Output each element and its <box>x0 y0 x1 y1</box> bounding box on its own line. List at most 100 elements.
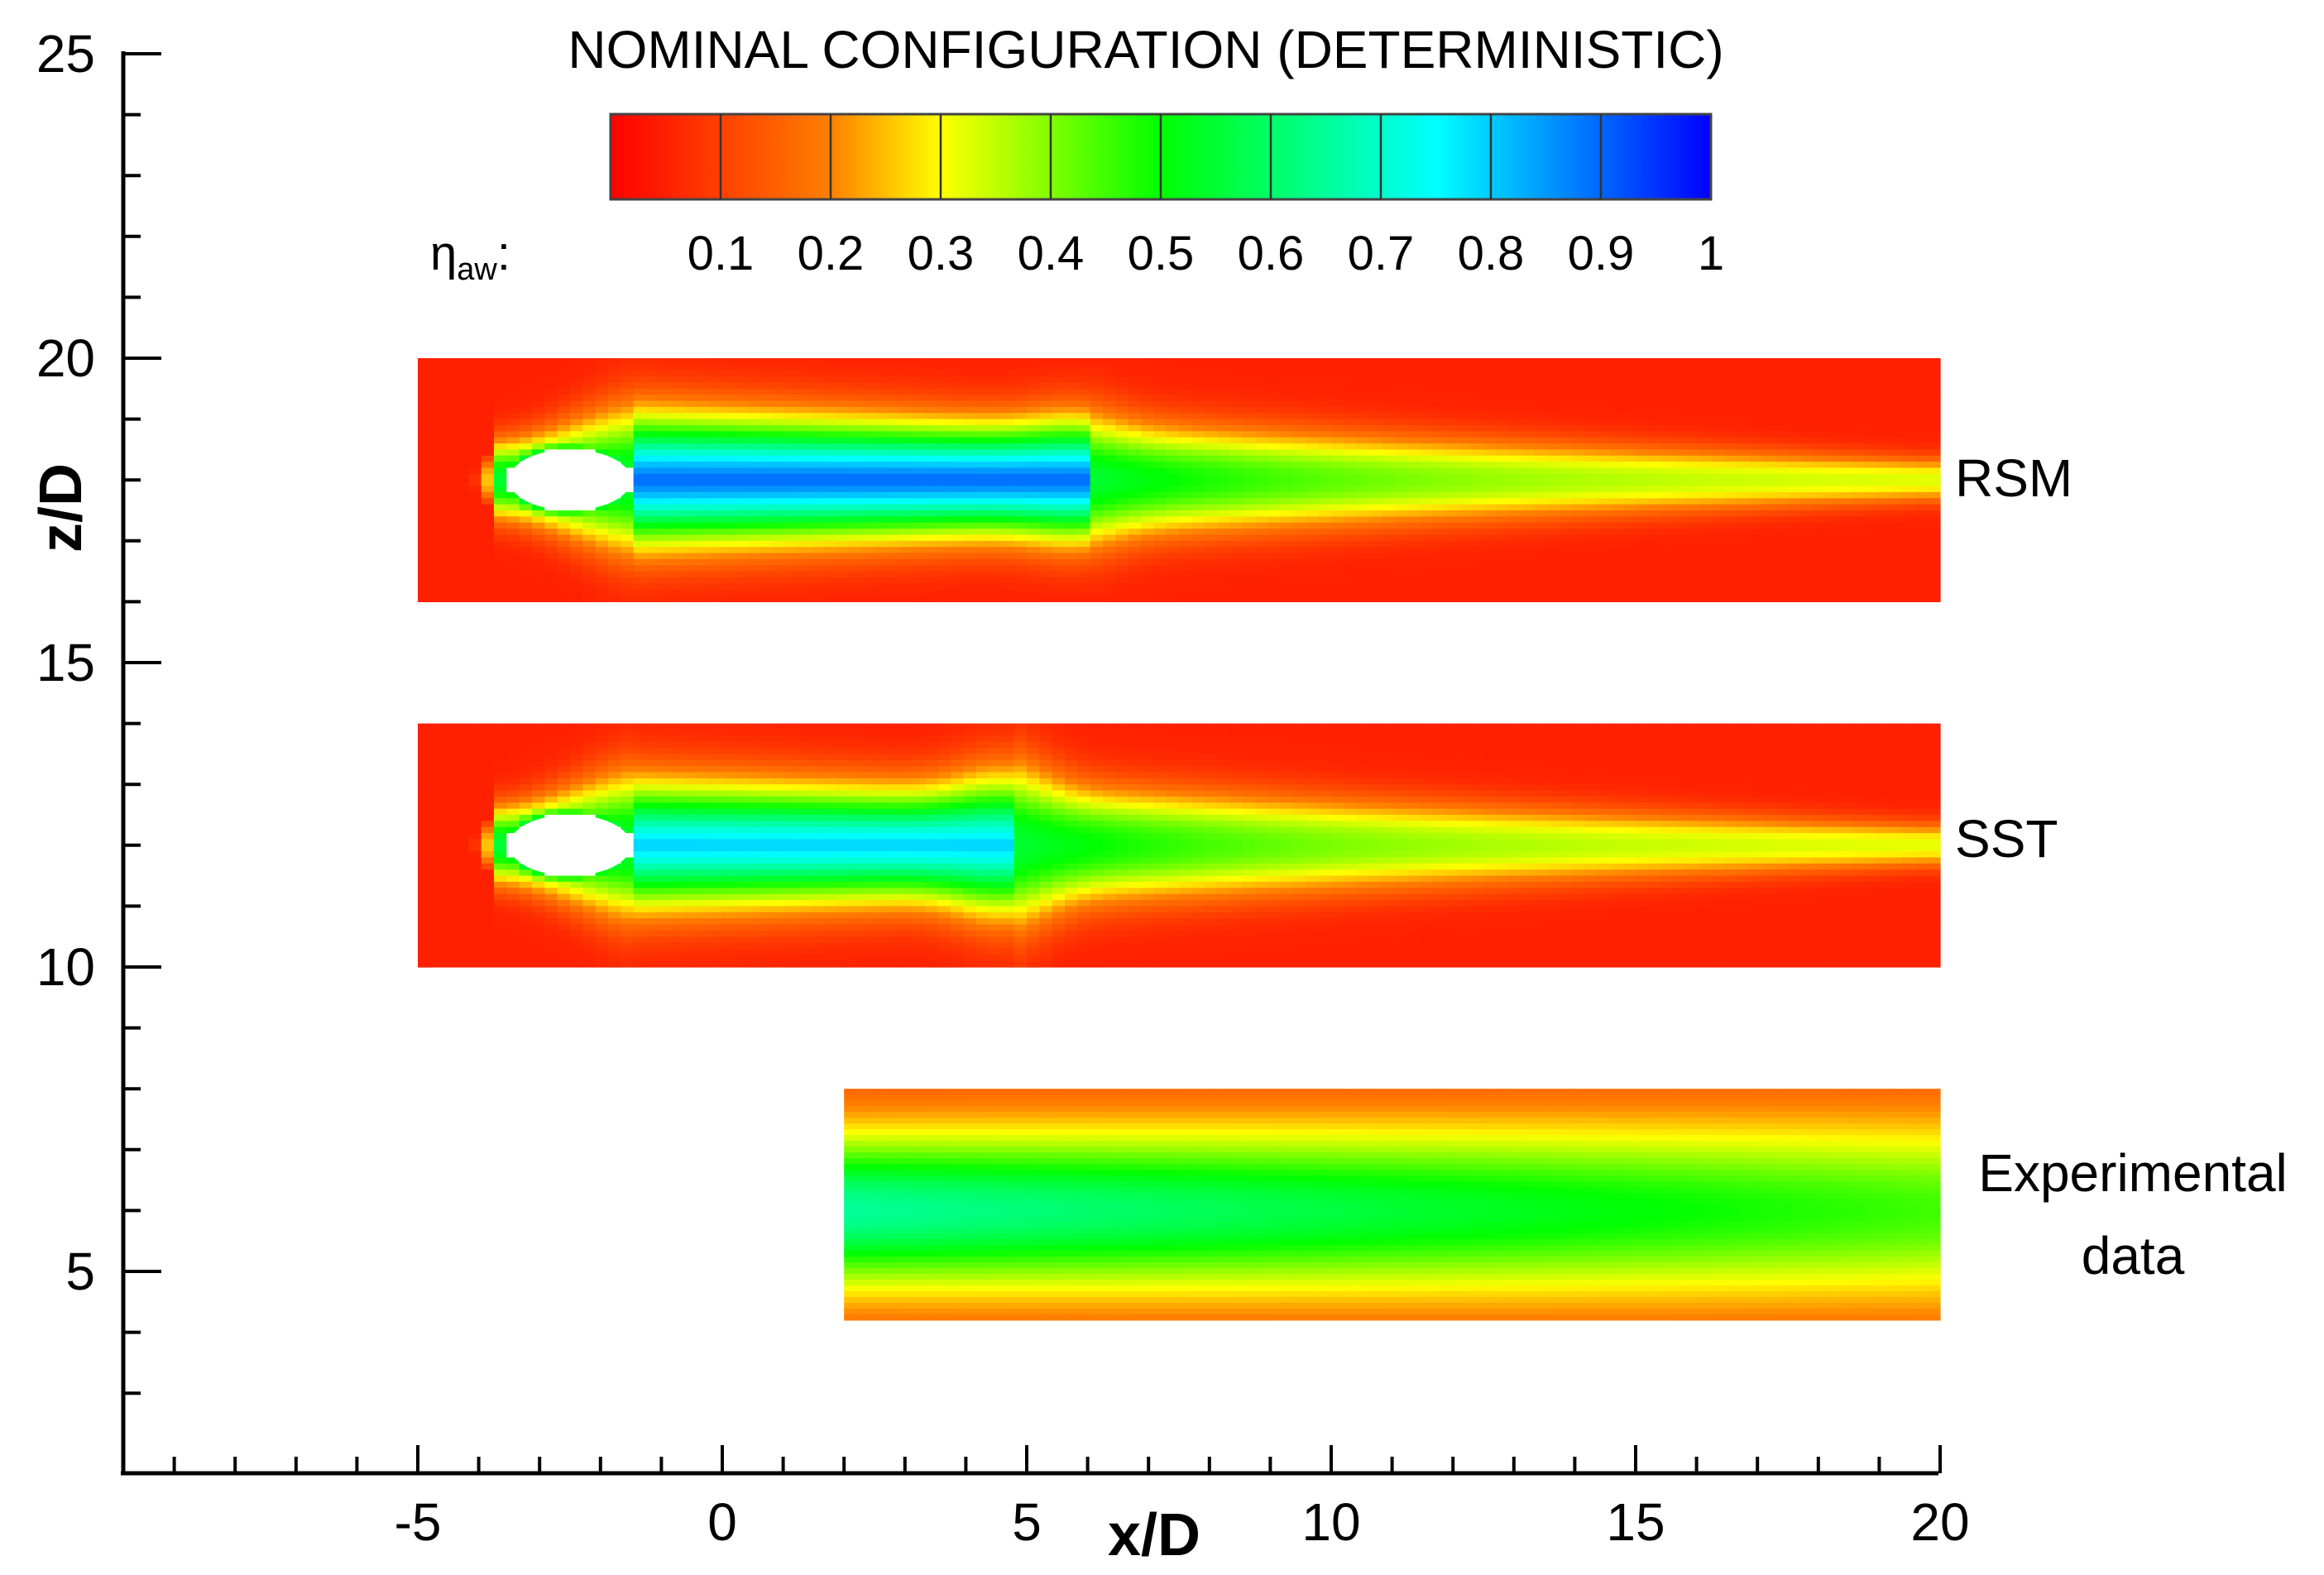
contour-cell <box>1318 400 1332 408</box>
contour-cell <box>1394 486 1408 493</box>
contour-cell <box>722 382 736 390</box>
contour-cell <box>925 467 939 475</box>
contour-cell <box>1610 596 1624 602</box>
contour-cell <box>1483 413 1497 420</box>
contour-cell <box>1813 400 1827 408</box>
contour-cell <box>608 516 621 524</box>
contour-cell <box>1622 449 1636 457</box>
contour-cell <box>1204 388 1218 395</box>
contour-cell <box>481 462 495 469</box>
contour-cell <box>861 583 875 591</box>
contour-cell <box>1838 558 1852 566</box>
contour-cell <box>1306 424 1320 432</box>
contour-cell <box>1293 534 1306 542</box>
contour-cell <box>1750 395 1763 402</box>
contour-cell <box>823 406 837 414</box>
contour-cell <box>697 455 711 462</box>
contour-cell <box>1458 388 1472 395</box>
contour-cell <box>1775 413 1789 420</box>
contour-cell <box>1660 540 1675 548</box>
contour-cell <box>1813 364 1827 371</box>
contour-cell <box>1927 406 1941 414</box>
contour-cell <box>557 596 571 602</box>
contour-cell <box>1775 596 1789 602</box>
contour-cell <box>468 759 482 767</box>
contour-cell <box>1813 449 1827 457</box>
contour-cell <box>836 529 850 536</box>
contour-cell <box>1128 534 1142 542</box>
contour-cell <box>468 437 482 444</box>
contour-cell <box>1318 522 1332 529</box>
contour-cell <box>1724 547 1738 554</box>
contour-cell <box>1179 522 1192 529</box>
contour-cell <box>1153 491 1167 499</box>
contour-cell <box>1699 522 1713 529</box>
contour-cell <box>798 553 812 560</box>
contour-cell <box>1851 491 1865 499</box>
contour-cell <box>1572 504 1586 511</box>
contour-cell <box>1610 491 1624 499</box>
contour-cell <box>1267 589 1282 596</box>
contour-cell <box>1851 553 1865 560</box>
contour-cell <box>887 431 901 438</box>
contour-cell <box>1483 419 1497 426</box>
contour-cell <box>1521 473 1535 481</box>
contour-cell <box>1242 395 1256 402</box>
contour-cell <box>430 467 444 475</box>
contour-cell <box>1889 431 1903 438</box>
contour-cell <box>709 431 723 438</box>
contour-cell <box>1914 443 1929 450</box>
contour-cell <box>798 467 812 475</box>
contour-cell <box>1344 388 1358 395</box>
contour-cell <box>773 395 787 402</box>
contour-cell <box>1394 571 1408 578</box>
contour-cell <box>1826 534 1839 542</box>
contour-cell <box>709 455 723 462</box>
contour-cell <box>1229 547 1243 554</box>
contour-cell <box>709 547 723 554</box>
contour-cell <box>544 558 558 566</box>
contour-cell <box>1699 571 1713 578</box>
contour-cell <box>443 942 457 950</box>
contour-cell <box>836 455 850 462</box>
contour-cell <box>1521 540 1535 548</box>
contour-cell <box>608 431 621 438</box>
contour-cell <box>1712 596 1725 602</box>
contour-cell <box>1914 504 1929 511</box>
contour-cell <box>1788 547 1801 554</box>
contour-cell <box>760 437 774 444</box>
contour-cell <box>646 382 659 390</box>
contour-cell <box>1470 596 1484 602</box>
contour-cell <box>735 473 749 481</box>
contour-cell <box>1851 583 1865 591</box>
contour-cell <box>1686 395 1700 402</box>
contour-cell <box>811 473 825 481</box>
contour-cell <box>544 443 558 450</box>
contour-cell <box>570 596 583 602</box>
contour-cell <box>443 960 457 968</box>
contour-cell <box>1470 364 1484 371</box>
contour-cell <box>1826 510 1839 517</box>
contour-cell <box>747 565 761 572</box>
contour-cell <box>1572 443 1586 450</box>
contour-cell <box>1013 467 1028 475</box>
contour-cell <box>1204 437 1218 444</box>
contour-cell <box>430 821 444 828</box>
contour-cell <box>1534 577 1548 584</box>
contour-cell <box>1724 480 1738 487</box>
contour-cell <box>443 486 457 493</box>
contour-cell <box>1065 455 1078 462</box>
contour-cell <box>418 395 431 402</box>
contour-cell <box>1546 516 1560 524</box>
contour-cell <box>646 504 659 511</box>
contour-cell <box>621 529 635 536</box>
contour-cell <box>1674 424 1687 432</box>
contour-cell <box>1610 467 1624 475</box>
contour-cell <box>671 577 685 584</box>
contour-cell <box>1508 382 1522 390</box>
contour-cell <box>1242 443 1256 450</box>
contour-cell <box>1204 553 1218 560</box>
contour-cell <box>1483 437 1497 444</box>
contour-cell <box>861 522 875 529</box>
contour-cell <box>1800 449 1814 457</box>
